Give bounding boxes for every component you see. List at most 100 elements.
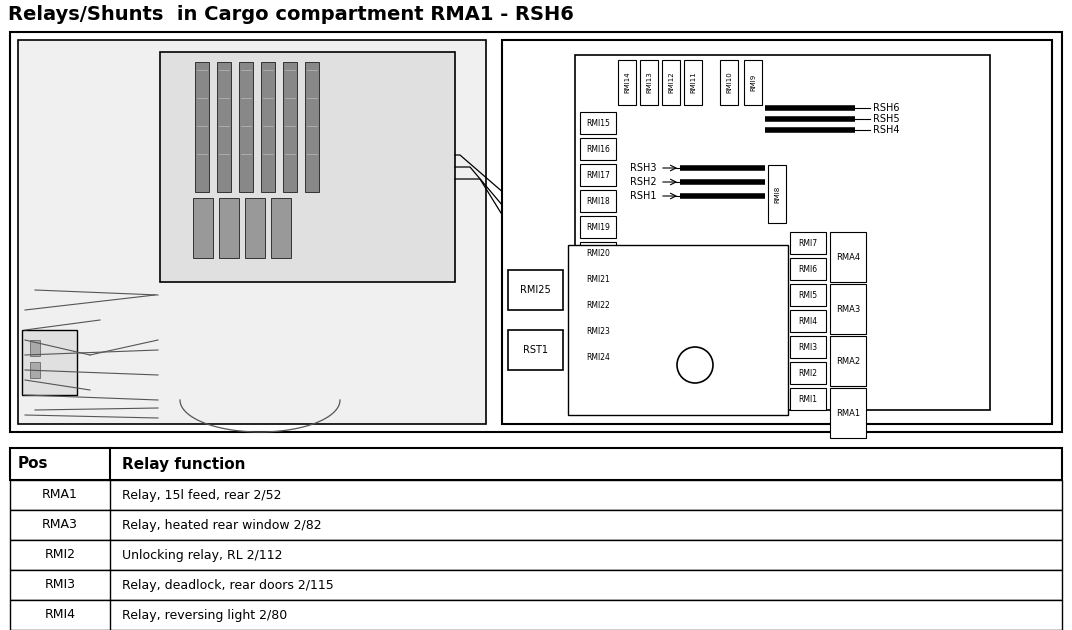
Text: RMI15: RMI15 — [586, 118, 610, 127]
Text: RMI6: RMI6 — [799, 265, 818, 273]
Bar — [10, 570, 1062, 600]
Bar — [10, 480, 1062, 510]
Bar — [219, 198, 239, 258]
Bar — [720, 60, 738, 105]
Text: Relays/Shunts  in Cargo compartment RMA1 - RSH6: Relays/Shunts in Cargo compartment RMA1 … — [8, 5, 574, 24]
Text: Unlocking relay, RL 2/112: Unlocking relay, RL 2/112 — [122, 549, 283, 561]
Text: RMI14: RMI14 — [624, 72, 630, 93]
Bar — [790, 362, 827, 384]
Text: RMI17: RMI17 — [586, 171, 610, 180]
Bar — [245, 198, 265, 258]
Text: RMI1: RMI1 — [799, 394, 818, 403]
Text: RMI7: RMI7 — [799, 239, 818, 248]
Bar — [790, 388, 827, 410]
Bar — [260, 62, 276, 192]
Bar — [18, 40, 486, 424]
Text: RSH5: RSH5 — [873, 114, 899, 124]
Bar — [580, 268, 616, 290]
Text: RMI18: RMI18 — [586, 197, 610, 205]
Bar — [790, 232, 827, 254]
Text: RMI25: RMI25 — [520, 285, 551, 295]
Bar — [10, 540, 1062, 570]
Text: RMI20: RMI20 — [586, 248, 610, 258]
Bar — [617, 60, 636, 105]
Text: RMI3: RMI3 — [799, 343, 818, 352]
Text: RMI24: RMI24 — [586, 353, 610, 362]
Bar — [30, 362, 40, 378]
Text: RMA1: RMA1 — [836, 408, 860, 418]
Bar — [10, 448, 1062, 480]
Text: RMI23: RMI23 — [586, 326, 610, 336]
Text: RSH3: RSH3 — [630, 163, 656, 173]
Text: RSH6: RSH6 — [873, 103, 899, 113]
Text: RMI21: RMI21 — [586, 275, 610, 284]
Text: Relay, heated rear window 2/82: Relay, heated rear window 2/82 — [122, 518, 322, 532]
Bar — [580, 216, 616, 238]
Text: RMA3: RMA3 — [836, 304, 860, 314]
Bar — [239, 62, 253, 192]
Bar — [508, 270, 563, 310]
Text: Pos: Pos — [18, 457, 48, 471]
Text: Relay, 15l feed, rear 2/52: Relay, 15l feed, rear 2/52 — [122, 488, 282, 501]
Bar — [580, 164, 616, 186]
Bar — [580, 346, 616, 368]
Bar — [580, 112, 616, 134]
Text: RST1: RST1 — [523, 345, 548, 355]
Text: RMI19: RMI19 — [586, 222, 610, 231]
Text: RMI4: RMI4 — [45, 609, 75, 622]
Text: RSH4: RSH4 — [873, 125, 899, 135]
Bar — [10, 510, 1062, 540]
Bar — [568, 245, 788, 415]
Text: RMI11: RMI11 — [690, 72, 696, 93]
Bar — [790, 310, 827, 332]
Text: RSH1: RSH1 — [630, 191, 656, 201]
Bar — [768, 165, 786, 223]
Text: RMI8: RMI8 — [774, 185, 780, 203]
Bar — [640, 60, 658, 105]
Text: RMI22: RMI22 — [586, 301, 610, 309]
Bar — [580, 190, 616, 212]
Bar — [508, 330, 563, 370]
Text: RMI2: RMI2 — [45, 549, 75, 561]
Text: RMI3: RMI3 — [45, 578, 75, 592]
Bar — [283, 62, 297, 192]
Text: RMA3: RMA3 — [42, 518, 78, 532]
Bar — [10, 32, 1062, 432]
Bar — [830, 388, 866, 438]
Bar — [580, 138, 616, 160]
Bar — [575, 55, 991, 410]
Bar — [830, 336, 866, 386]
Text: Relay, deadlock, rear doors 2/115: Relay, deadlock, rear doors 2/115 — [122, 578, 333, 592]
Bar — [790, 258, 827, 280]
Bar — [271, 198, 291, 258]
Text: Relay function: Relay function — [122, 457, 245, 471]
Text: RMI4: RMI4 — [799, 316, 818, 326]
Bar — [580, 242, 616, 264]
Bar — [830, 284, 866, 334]
Bar — [662, 60, 680, 105]
Text: RMI9: RMI9 — [750, 74, 756, 91]
Bar — [30, 340, 40, 356]
Text: RMA1: RMA1 — [42, 488, 78, 501]
Text: Relay, reversing light 2/80: Relay, reversing light 2/80 — [122, 609, 287, 622]
Bar — [790, 284, 827, 306]
Bar — [306, 62, 319, 192]
Text: RMI16: RMI16 — [586, 144, 610, 154]
Bar — [744, 60, 762, 105]
Text: RMA4: RMA4 — [836, 253, 860, 261]
Bar — [580, 320, 616, 342]
Text: RMI12: RMI12 — [668, 72, 674, 93]
Bar — [217, 62, 230, 192]
Text: RMA2: RMA2 — [836, 357, 860, 365]
Bar — [684, 60, 702, 105]
Bar — [830, 232, 866, 282]
Text: RMI10: RMI10 — [726, 72, 732, 93]
Text: RMI13: RMI13 — [646, 72, 652, 93]
Bar — [502, 40, 1052, 424]
Bar — [23, 330, 77, 395]
Text: RSH2: RSH2 — [630, 177, 657, 187]
Bar — [580, 294, 616, 316]
Text: RMI5: RMI5 — [799, 290, 818, 299]
Text: RMI2: RMI2 — [799, 369, 818, 377]
Bar — [790, 336, 827, 358]
